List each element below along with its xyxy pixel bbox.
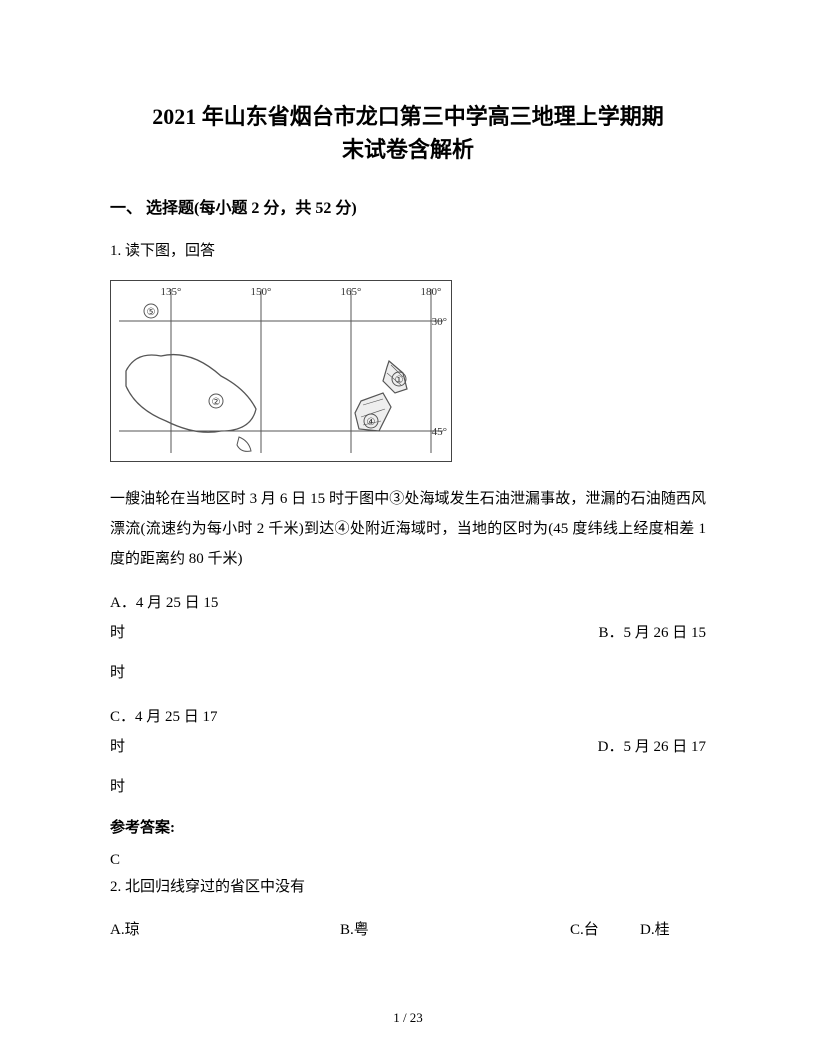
exam-page: 2021 年山东省烟台市龙口第三中学高三地理上学期期 末试卷含解析 一、 选择题… — [0, 0, 816, 1056]
map-svg: 135° 150° 165° 180° 30° 45° ⑤ ② — [111, 281, 451, 461]
title-line-1: 2021 年山东省烟台市龙口第三中学高三地理上学期期 — [152, 104, 664, 129]
q1-opt-a-line2: 时 — [110, 618, 125, 648]
q2-opt-b: B.粤 — [340, 915, 570, 945]
q2-opt-c: C.台 — [570, 915, 640, 945]
q1-opt-row-ab: 时 B．5 月 26 日 15 — [110, 618, 706, 648]
tasmania-outline — [237, 437, 251, 451]
section-header: 一、 选择题(每小题 2 分，共 52 分) — [110, 194, 706, 218]
lon-label-150: 150° — [251, 286, 272, 298]
q1-opt-b-line2: 时 — [110, 658, 706, 688]
q2-opt-a: A.琼 — [110, 915, 340, 945]
q1-opt-a-line1: A．4 月 25 日 15 — [110, 588, 706, 618]
marker-1-label: ① — [395, 375, 404, 386]
answer-label: 参考答案: — [110, 816, 706, 837]
q1-opt-row-cd: 时 D．5 月 26 日 17 — [110, 732, 706, 762]
q2-opt-d: D.桂 — [640, 915, 700, 945]
marker-2-label: ② — [212, 397, 221, 408]
page-title: 2021 年山东省烟台市龙口第三中学高三地理上学期期 末试卷含解析 — [110, 100, 706, 166]
lat-label-30: 30° — [432, 316, 447, 328]
lon-label-135: 135° — [161, 286, 182, 298]
q2-options: A.琼 B.粤 C.台 D.桂 — [110, 915, 706, 945]
q1-opt-c-line2: 时 — [110, 732, 125, 762]
q1-answer: C — [110, 847, 706, 874]
q1-opt-d-line2: 时 — [110, 772, 706, 802]
lon-label-165: 165° — [341, 286, 362, 298]
title-line-2: 末试卷含解析 — [342, 137, 474, 162]
q1-map-figure: 135° 150° 165° 180° 30° 45° ⑤ ② — [110, 280, 452, 462]
australia-outline — [126, 355, 256, 433]
marker-5-label: ⑤ — [147, 307, 156, 318]
page-footer: 1 / 23 — [0, 1010, 816, 1026]
marker-4-label: ④ — [367, 417, 376, 428]
lon-label-180: 180° — [421, 286, 442, 298]
q2-prompt: 2. 北回归线穿过的省区中没有 — [110, 874, 706, 901]
q1-opt-d-line1: D．5 月 26 日 17 — [598, 732, 706, 762]
q1-prompt: 1. 读下图，回答 — [110, 236, 706, 266]
lat-label-45: 45° — [432, 426, 447, 438]
q1-opt-b-line1: B．5 月 26 日 15 — [598, 618, 706, 648]
q1-body: 一艘油轮在当地区时 3 月 6 日 15 时于图中③处海域发生石油泄漏事故，泄漏… — [110, 484, 706, 574]
q1-opt-c-line1: C．4 月 25 日 17 — [110, 702, 706, 732]
